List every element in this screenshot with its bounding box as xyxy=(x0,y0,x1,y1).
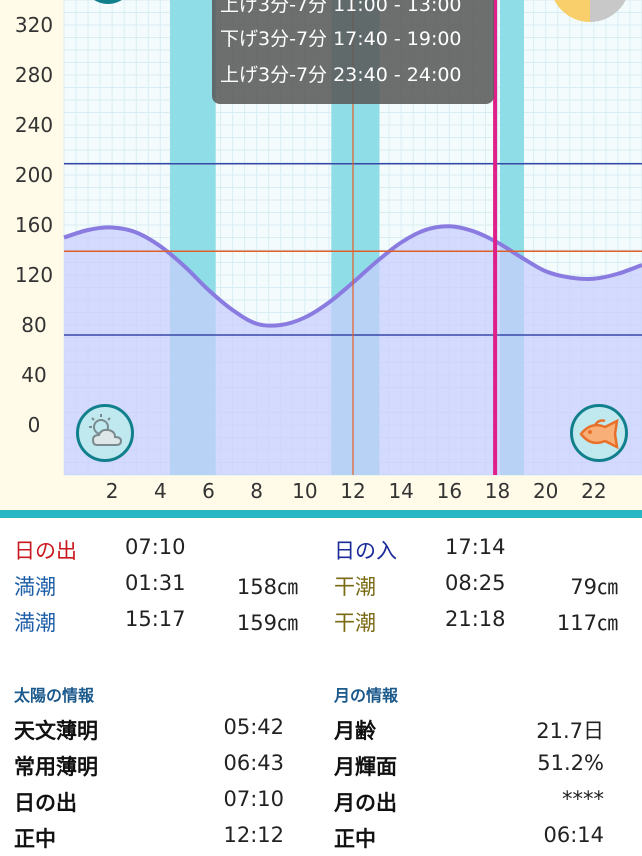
top-left-icon[interactable] xyxy=(82,0,134,4)
x-axis: 2 4 6 8 10 12 14 16 18 20 22 xyxy=(106,479,607,503)
low-tide-2-time: 21:18 xyxy=(445,607,506,631)
high-tide-2-time: 15:17 xyxy=(125,607,186,631)
moon-row-label: 月輝面 xyxy=(334,755,397,779)
high-tide-1-label: 満潮 xyxy=(14,575,56,599)
x-tick-label: 8 xyxy=(250,479,263,503)
y-tick-label: 280 xyxy=(15,63,53,87)
sunset-time: 17:14 xyxy=(445,535,506,559)
low-tide-1-time: 08:25 xyxy=(445,571,506,595)
x-tick-label: 10 xyxy=(292,479,317,503)
moon-info-title: 月の情報 xyxy=(334,686,399,705)
high-tide-1-time: 01:31 xyxy=(125,571,186,595)
y-tick-label: 40 xyxy=(21,363,46,387)
sun-info-title: 太陽の情報 xyxy=(14,686,95,705)
fish-icon xyxy=(579,418,619,450)
high-tide-1-height: 158㎝ xyxy=(236,575,298,599)
tooltip-line-1: 上げ3分-7分 11:00 - 13:00 xyxy=(220,0,462,16)
high-tide-2-height: 159㎝ xyxy=(236,611,298,635)
tooltip-line-3: 上げ3分-7分 23:40 - 24:00 xyxy=(220,64,462,86)
sun-row-value: 07:10 xyxy=(223,787,284,811)
y-axis: 0 40 80 120 160 200 240 280 320 xyxy=(15,13,53,437)
moon-row-label: 月齢 xyxy=(334,719,376,743)
sunrise-label: 日の出 xyxy=(14,539,77,563)
sun-row-label: 天文薄明 xyxy=(14,719,98,743)
y-tick-label: 0 xyxy=(28,413,41,437)
y-tick-label: 160 xyxy=(15,213,53,237)
sunrise-time: 07:10 xyxy=(125,535,186,559)
moon-phase-icon xyxy=(550,0,630,22)
y-tick-label: 80 xyxy=(21,313,46,337)
x-tick-label: 16 xyxy=(437,479,462,503)
low-tide-2-height: 117㎝ xyxy=(556,611,618,635)
x-tick-label: 18 xyxy=(485,479,510,503)
sun-row-label: 日の出 xyxy=(14,791,77,815)
moon-row-label: 月の出 xyxy=(334,791,397,815)
moon-row-value: **** xyxy=(562,787,604,811)
fishing-button[interactable] xyxy=(570,404,628,462)
low-tide-2-label: 干潮 xyxy=(334,611,376,635)
sunset-label: 日の入 xyxy=(334,539,397,563)
moon-row-value: 51.2% xyxy=(537,751,604,775)
high-tide-2-label: 満潮 xyxy=(14,611,56,635)
x-tick-label: 6 xyxy=(202,479,215,503)
moon-row-value: 21.7日 xyxy=(536,719,604,743)
moon-row-label: 正中 xyxy=(334,827,376,851)
x-tick-label: 4 xyxy=(154,479,167,503)
x-tick-label: 12 xyxy=(340,479,365,503)
low-tide-1-height: 79㎝ xyxy=(570,575,618,599)
sun-row-label: 正中 xyxy=(14,827,56,851)
tide-tooltip: 上げ3分-7分 11:00 - 13:00 下げ3分-7分 17:40 - 19… xyxy=(212,0,494,104)
section-divider xyxy=(0,510,642,518)
x-tick-label: 20 xyxy=(533,479,558,503)
weather-icon xyxy=(89,414,123,446)
tooltip-line-2: 下げ3分-7分 17:40 - 19:00 xyxy=(220,28,462,50)
weather-button[interactable] xyxy=(76,404,134,462)
tide-chart: 0 40 80 120 160 200 240 280 320 2 4 6 8 10 12 14 16 18 20… xyxy=(0,0,642,510)
y-tick-label: 120 xyxy=(15,263,53,287)
y-tick-label: 200 xyxy=(15,163,53,187)
sun-row-value: 05:42 xyxy=(223,715,284,739)
y-tick-label: 320 xyxy=(15,13,53,37)
x-tick-label: 14 xyxy=(388,479,413,503)
moon-row-value: 06:14 xyxy=(543,823,604,847)
sun-row-value: 12:12 xyxy=(223,823,284,847)
y-tick-label: 240 xyxy=(15,113,53,137)
sun-row-label: 常用薄明 xyxy=(14,755,98,779)
sun-row-value: 06:43 xyxy=(223,751,284,775)
x-tick-label: 2 xyxy=(106,479,119,503)
low-tide-1-label: 干潮 xyxy=(334,575,376,599)
x-tick-label: 22 xyxy=(581,479,606,503)
